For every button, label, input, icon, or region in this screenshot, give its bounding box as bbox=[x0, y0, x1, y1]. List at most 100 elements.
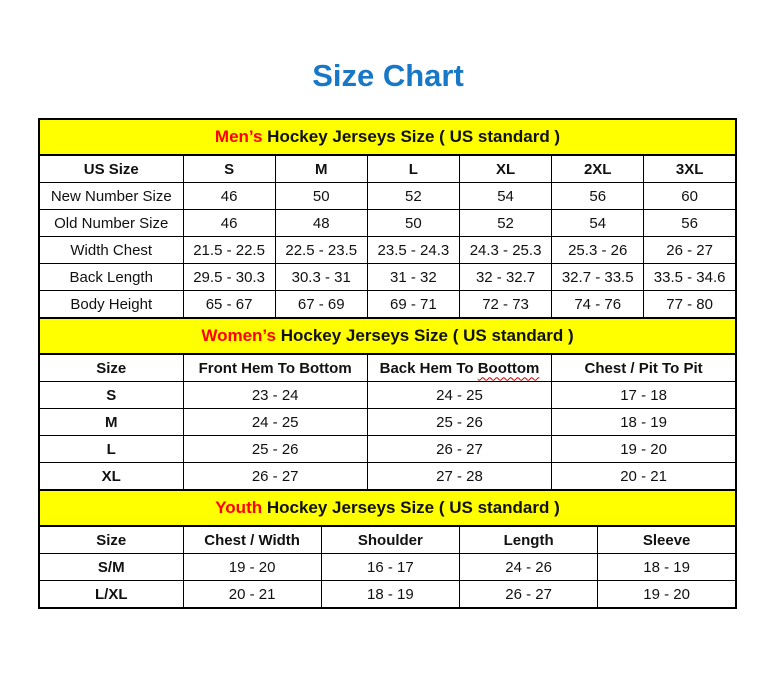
youth-size-table: Youth Hockey Jerseys Size ( US standard … bbox=[38, 489, 737, 609]
column-header: Back Hem To Boottom bbox=[366, 353, 553, 382]
size-value: 50 bbox=[274, 182, 368, 210]
size-value: 18 - 19 bbox=[597, 553, 737, 581]
column-header: Sleeve bbox=[597, 525, 737, 554]
size-tables: Men’s Hockey Jerseys Size ( US standard … bbox=[38, 118, 737, 609]
size-value: 32 - 32.7 bbox=[458, 263, 553, 291]
size-value: 19 - 20 bbox=[597, 580, 737, 609]
table-row: Width Chest 21.5 - 22.5 22.5 - 23.5 23.5 - … bbox=[38, 236, 737, 264]
size-value: 27 - 28 bbox=[366, 462, 553, 491]
row-label: Old Number Size bbox=[38, 209, 184, 237]
section-heading-highlight: Men’s bbox=[214, 127, 263, 146]
row-label: Body Height bbox=[38, 290, 184, 319]
column-header: L bbox=[366, 154, 460, 183]
size-value: 26 - 27 bbox=[182, 462, 368, 491]
table-row: L/XL 20 - 21 18 - 19 26 - 27 19 - 20 bbox=[38, 580, 737, 609]
section-heading-mens: Men’s Hockey Jerseys Size ( US standard … bbox=[38, 118, 737, 156]
header-row: US Size S M L XL 2XL 3XL bbox=[38, 154, 737, 183]
table-row: XL 26 - 27 27 - 28 20 - 21 bbox=[38, 462, 737, 491]
column-header: Front Hem To Bottom bbox=[182, 353, 368, 382]
size-value: 52 bbox=[366, 182, 460, 210]
table-row: S 23 - 24 24 - 25 17 - 18 bbox=[38, 381, 737, 409]
size-value: 48 bbox=[274, 209, 368, 237]
size-value: 19 - 20 bbox=[182, 553, 322, 581]
row-label: Width Chest bbox=[38, 236, 184, 264]
row-label: S bbox=[38, 381, 184, 409]
column-header: Size bbox=[38, 353, 184, 382]
size-value: 24 - 25 bbox=[366, 381, 553, 409]
column-header: Length bbox=[458, 525, 599, 554]
table-row: Body Height 65 - 67 67 - 69 69 - 71 72 - 73 7… bbox=[38, 290, 737, 319]
size-value: 16 - 17 bbox=[320, 553, 461, 581]
column-header: M bbox=[274, 154, 368, 183]
size-value: 20 - 21 bbox=[182, 580, 322, 609]
section-heading-highlight: Youth bbox=[215, 498, 263, 517]
size-value: 52 bbox=[458, 209, 553, 237]
womens-size-table: Women’s Hockey Jerseys Size ( US standar… bbox=[38, 317, 737, 491]
size-value: 54 bbox=[458, 182, 553, 210]
size-value: 22.5 - 23.5 bbox=[274, 236, 368, 264]
size-value: 17 - 18 bbox=[551, 381, 737, 409]
section-heading-womens: Women’s Hockey Jerseys Size ( US standar… bbox=[38, 317, 737, 355]
section-heading-youth: Youth Hockey Jerseys Size ( US standard … bbox=[38, 489, 737, 527]
column-header: Shoulder bbox=[320, 525, 461, 554]
size-value: 30.3 - 31 bbox=[274, 263, 368, 291]
size-value: 18 - 19 bbox=[320, 580, 461, 609]
column-header: XL bbox=[458, 154, 553, 183]
size-value: 18 - 19 bbox=[551, 408, 737, 436]
size-value: 54 bbox=[551, 209, 645, 237]
size-value: 77 - 80 bbox=[643, 290, 737, 319]
row-label: L bbox=[38, 435, 184, 463]
size-value: 56 bbox=[643, 209, 737, 237]
table-row: Back Length 29.5 - 30.3 30.3 - 31 31 - 32 32… bbox=[38, 263, 737, 291]
size-chart-page: Size Chart Men’s Hockey Jerseys Size ( U… bbox=[0, 58, 776, 609]
size-value: 26 - 27 bbox=[366, 435, 553, 463]
size-value: 72 - 73 bbox=[458, 290, 553, 319]
row-label: New Number Size bbox=[38, 182, 184, 210]
size-value: 33.5 - 34.6 bbox=[643, 263, 737, 291]
header-row: Size Chest / Width Shoulder Length Sleeve bbox=[38, 525, 737, 554]
column-header: 3XL bbox=[643, 154, 737, 183]
column-header: Chest / Pit To Pit bbox=[551, 353, 737, 382]
size-value: 65 - 67 bbox=[182, 290, 276, 319]
column-header: 2XL bbox=[551, 154, 645, 183]
size-value: 46 bbox=[182, 182, 276, 210]
row-label: M bbox=[38, 408, 184, 436]
size-value: 31 - 32 bbox=[366, 263, 460, 291]
size-value: 20 - 21 bbox=[551, 462, 737, 491]
size-value: 24 - 26 bbox=[458, 553, 599, 581]
size-value: 69 - 71 bbox=[366, 290, 460, 319]
size-value: 25 - 26 bbox=[182, 435, 368, 463]
size-value: 32.7 - 33.5 bbox=[551, 263, 645, 291]
size-value: 26 - 27 bbox=[643, 236, 737, 264]
size-value: 25 - 26 bbox=[366, 408, 553, 436]
size-value: 60 bbox=[643, 182, 737, 210]
size-value: 25.3 - 26 bbox=[551, 236, 645, 264]
column-header: Chest / Width bbox=[182, 525, 322, 554]
size-value: 26 - 27 bbox=[458, 580, 599, 609]
size-value: 24 - 25 bbox=[182, 408, 368, 436]
size-value: 74 - 76 bbox=[551, 290, 645, 319]
table-row: New Number Size 46 50 52 54 56 60 bbox=[38, 182, 737, 210]
row-label: L/XL bbox=[38, 580, 184, 609]
size-value: 23.5 - 24.3 bbox=[366, 236, 460, 264]
column-header: Size bbox=[38, 525, 184, 554]
table-row: S/M 19 - 20 16 - 17 24 - 26 18 - 19 bbox=[38, 553, 737, 581]
size-value: 56 bbox=[551, 182, 645, 210]
row-label: S/M bbox=[38, 553, 184, 581]
header-row: Size Front Hem To Bottom Back Hem To Boott… bbox=[38, 353, 737, 382]
size-value: 29.5 - 30.3 bbox=[182, 263, 276, 291]
table-row: M 24 - 25 25 - 26 18 - 19 bbox=[38, 408, 737, 436]
size-value: 24.3 - 25.3 bbox=[458, 236, 553, 264]
size-value: 19 - 20 bbox=[551, 435, 737, 463]
size-value: 46 bbox=[182, 209, 276, 237]
mens-size-table: Men’s Hockey Jerseys Size ( US standard … bbox=[38, 118, 737, 319]
section-heading-highlight: Women’s bbox=[201, 326, 276, 345]
misspelled-word: Boottom bbox=[477, 359, 540, 377]
table-row: Old Number Size 46 48 50 52 54 56 bbox=[38, 209, 737, 237]
column-header: US Size bbox=[38, 154, 184, 183]
row-label: XL bbox=[38, 462, 184, 491]
row-label: Back Length bbox=[38, 263, 184, 291]
size-value: 23 - 24 bbox=[182, 381, 368, 409]
size-value: 21.5 - 22.5 bbox=[182, 236, 276, 264]
size-value: 67 - 69 bbox=[274, 290, 368, 319]
